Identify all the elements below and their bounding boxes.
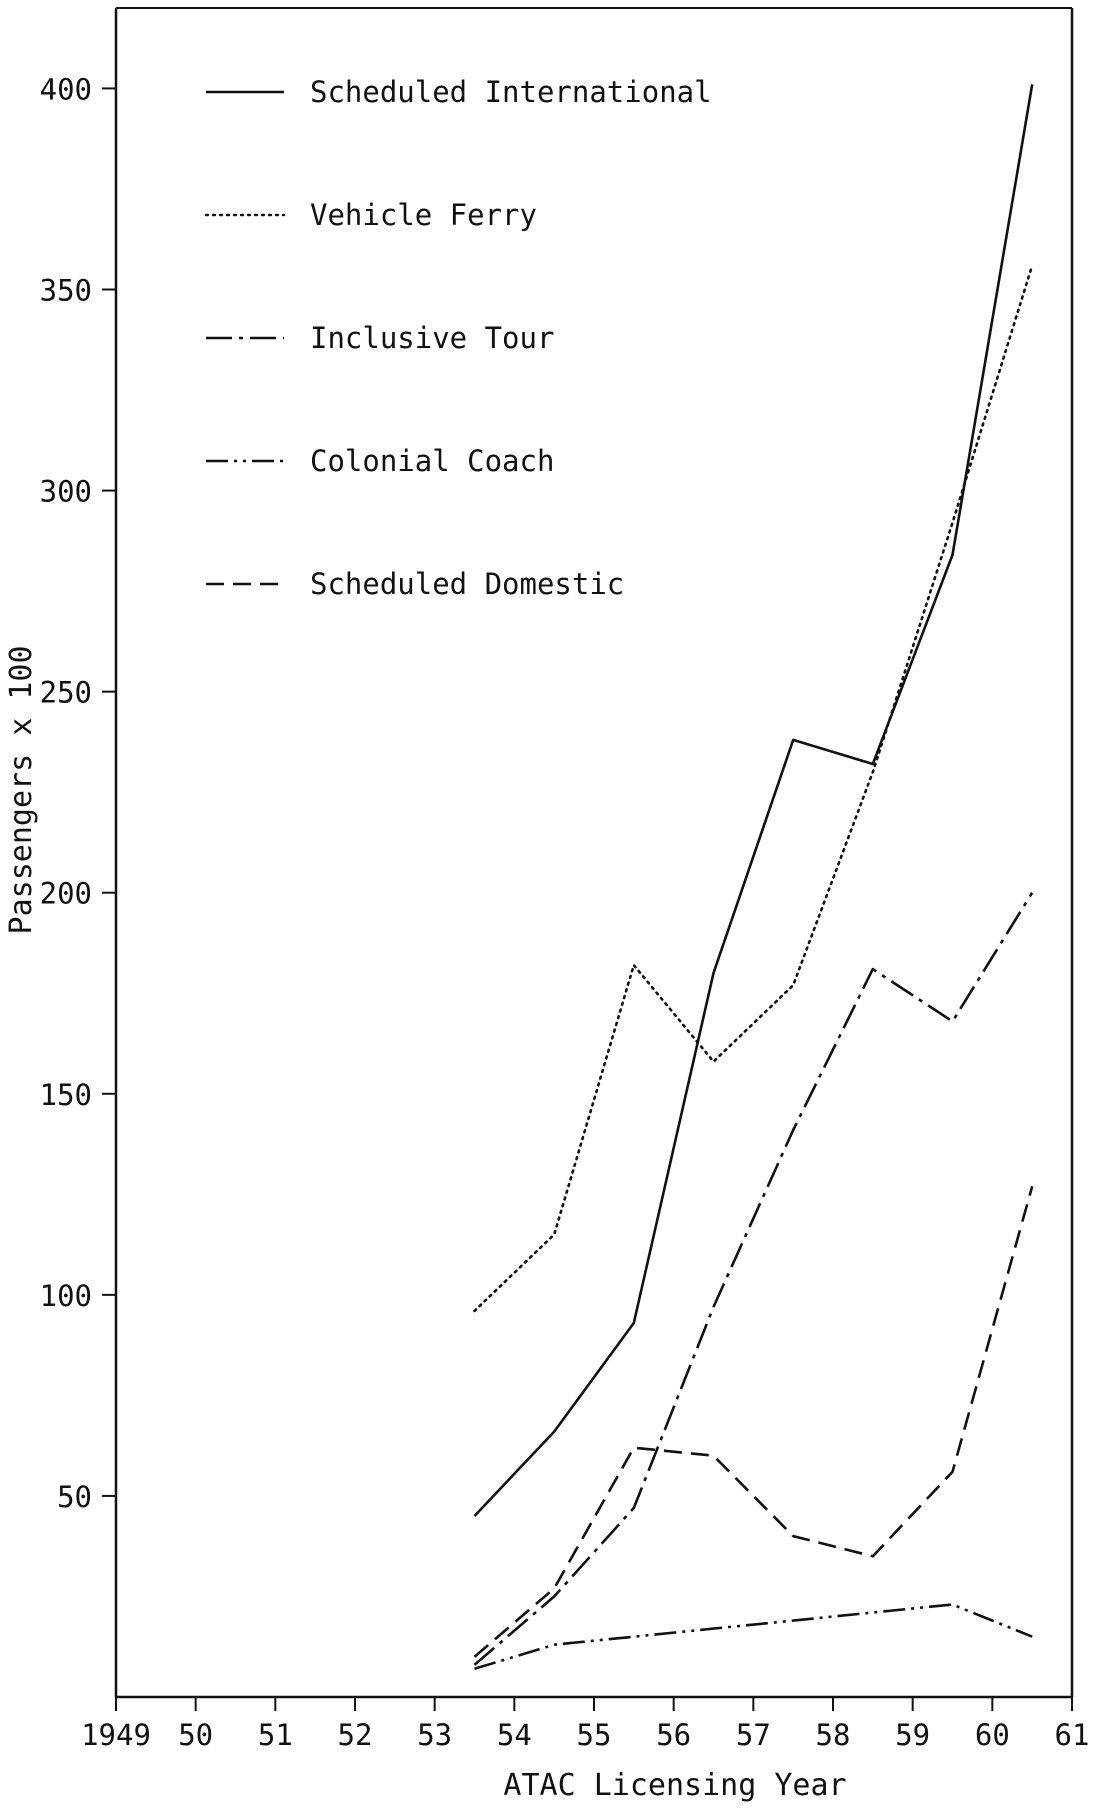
series-lines xyxy=(473,84,1034,1671)
x-tick-label: 56 xyxy=(656,1718,691,1752)
y-tick-label: 300 xyxy=(40,475,92,509)
y-axis-ticks: 50 100 150 200 250 300 350 400 xyxy=(40,72,116,1514)
x-axis-ticks: 1949 50 51 52 53 54 55 56 57 58 59 60 61 xyxy=(81,1697,1089,1752)
x-tick-label: 59 xyxy=(895,1718,930,1752)
y-tick-label: 350 xyxy=(40,274,92,308)
series-line-colonial-coach xyxy=(474,1603,1033,1671)
x-tick-label: 61 xyxy=(1055,1718,1090,1752)
x-tick-label: 52 xyxy=(338,1718,373,1752)
x-tick-label: 55 xyxy=(577,1718,612,1752)
x-tick-label: 58 xyxy=(816,1718,851,1752)
legend-label-vehicle-ferry: Vehicle Ferry xyxy=(310,198,537,232)
x-tick-label: 51 xyxy=(258,1718,293,1752)
x-tick-label: 1949 xyxy=(81,1718,151,1752)
y-tick-label: 150 xyxy=(40,1078,92,1112)
series-line-scheduled-domestic xyxy=(473,1185,1034,1658)
series-line-vehicle-ferry xyxy=(473,264,1034,1313)
series-line-inclusive-tour xyxy=(473,892,1034,1666)
x-axis-label: ATAC Licensing Year xyxy=(503,1768,846,1803)
x-tick-label: 60 xyxy=(975,1718,1010,1752)
y-tick-label: 250 xyxy=(40,676,92,710)
x-tick-label: 54 xyxy=(497,1718,532,1752)
y-tick-label: 100 xyxy=(40,1279,92,1313)
legend-label-scheduled-domestic: Scheduled Domestic xyxy=(310,567,624,601)
y-tick-label: 400 xyxy=(40,72,92,106)
x-tick-label: 53 xyxy=(417,1718,452,1752)
legend-label-scheduled-international: Scheduled International xyxy=(310,75,712,109)
legend-label-colonial-coach: Colonial Coach xyxy=(310,444,554,478)
x-tick-label: 50 xyxy=(178,1718,213,1752)
x-tick-label: 57 xyxy=(736,1718,771,1752)
y-axis-label: Passengers x 100 xyxy=(4,646,39,935)
y-tick-label: 50 xyxy=(57,1480,92,1514)
series-line-scheduled-international xyxy=(473,84,1034,1517)
y-tick-label: 200 xyxy=(40,877,92,911)
legend: Scheduled International Vehicle Ferry Incl… xyxy=(204,75,712,601)
legend-label-inclusive-tour: Inclusive Tour xyxy=(310,321,554,355)
plot-frame xyxy=(114,7,1074,1699)
